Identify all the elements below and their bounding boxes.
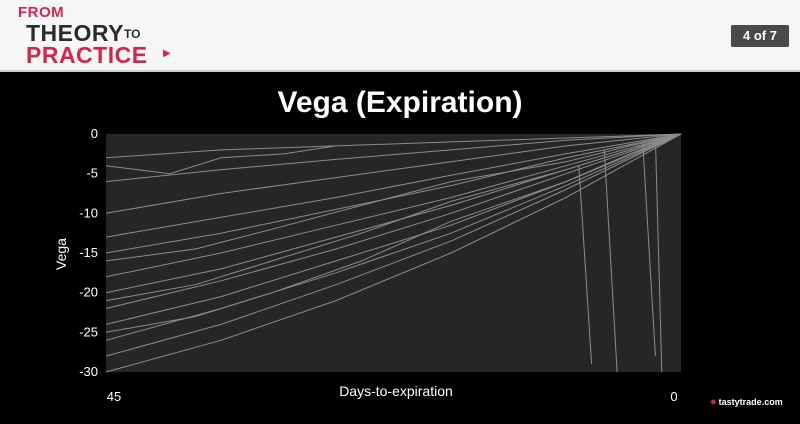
series-line-15 [105,133,682,333]
cherry-icon: ● [710,396,717,408]
series-line-17 [603,149,618,373]
y-axis-ticks: 0 -5 -10 -15 -20 -25 -30 [79,126,98,379]
y-tick-label: -15 [79,245,98,260]
series-layer [105,133,682,373]
x-axis-label: Days-to-expiration [339,383,453,399]
logo-line-theory: THEORY [26,20,124,46]
series-line-5 [105,133,682,278]
series-line-4 [105,133,682,254]
x-tick-label-0: 0 [670,389,677,404]
series-line-14 [105,133,682,302]
logo-arrow-icon: ▶ [163,48,171,59]
y-tick-label: -30 [79,364,98,379]
series-line-12 [105,145,337,175]
y-tick-label: -25 [79,324,98,339]
from-theory-to-practice-logo: FROM THEORY TO PRACTICE ▶ [18,4,198,68]
series-line-11 [105,133,682,373]
series-line-10 [105,133,682,357]
y-axis-label: Vega [53,238,69,270]
tastytrade-brand: ● tastytrade.com [710,396,783,408]
slide-page-indicator: 4 of 7 [731,25,789,47]
y-tick-label: 0 [91,126,98,141]
series-line-3 [105,133,682,238]
series-line-1 [105,133,682,183]
chart-title: Vega (Expiration) [277,86,523,119]
y-tick-label: -20 [79,285,98,300]
series-line-18 [642,141,656,357]
x-tick-label-45: 45 [107,389,121,404]
logo-line-practice: PRACTICE [26,42,148,68]
series-line-19 [654,137,663,373]
brand-name: tastytrade [718,397,762,407]
logo-line-from: FROM [18,4,65,21]
series-line-9 [105,133,682,341]
y-tick-label: -10 [79,205,98,220]
slide-header: FROM THEORY TO PRACTICE ▶ 4 of 7 [0,0,800,72]
y-tick-label: -5 [86,166,98,181]
series-line-0 [105,133,682,159]
series-line-13 [105,133,682,262]
series-line-7 [105,133,682,309]
series-line-2 [105,133,682,214]
brand-suffix: .com [761,397,783,407]
logo-line-to: TO [124,27,141,41]
series-line-16 [578,165,593,365]
